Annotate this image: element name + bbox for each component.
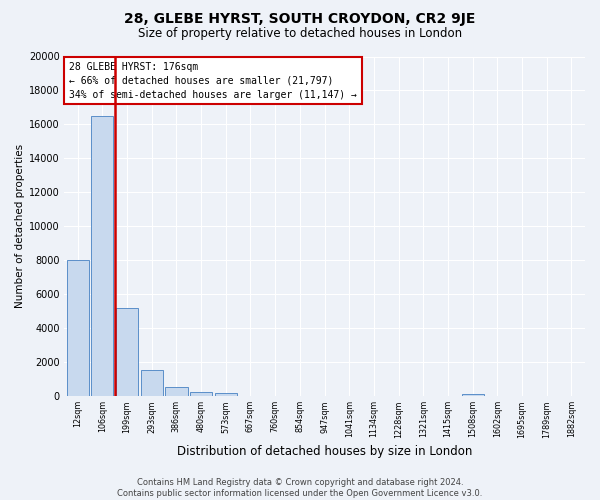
Bar xyxy=(461,394,484,396)
Bar xyxy=(91,116,113,396)
X-axis label: Distribution of detached houses by size in London: Distribution of detached houses by size … xyxy=(177,444,472,458)
Text: Size of property relative to detached houses in London: Size of property relative to detached ho… xyxy=(138,28,462,40)
Text: 28, GLEBE HYRST, SOUTH CROYDON, CR2 9JE: 28, GLEBE HYRST, SOUTH CROYDON, CR2 9JE xyxy=(124,12,476,26)
Text: 28 GLEBE HYRST: 176sqm
← 66% of detached houses are smaller (21,797)
34% of semi: 28 GLEBE HYRST: 176sqm ← 66% of detached… xyxy=(69,62,357,100)
Bar xyxy=(215,394,237,396)
Y-axis label: Number of detached properties: Number of detached properties xyxy=(15,144,25,308)
Bar xyxy=(166,388,188,396)
Text: Contains HM Land Registry data © Crown copyright and database right 2024.
Contai: Contains HM Land Registry data © Crown c… xyxy=(118,478,482,498)
Bar xyxy=(190,392,212,396)
Bar xyxy=(116,308,138,396)
Bar xyxy=(67,260,89,396)
Bar xyxy=(140,370,163,396)
